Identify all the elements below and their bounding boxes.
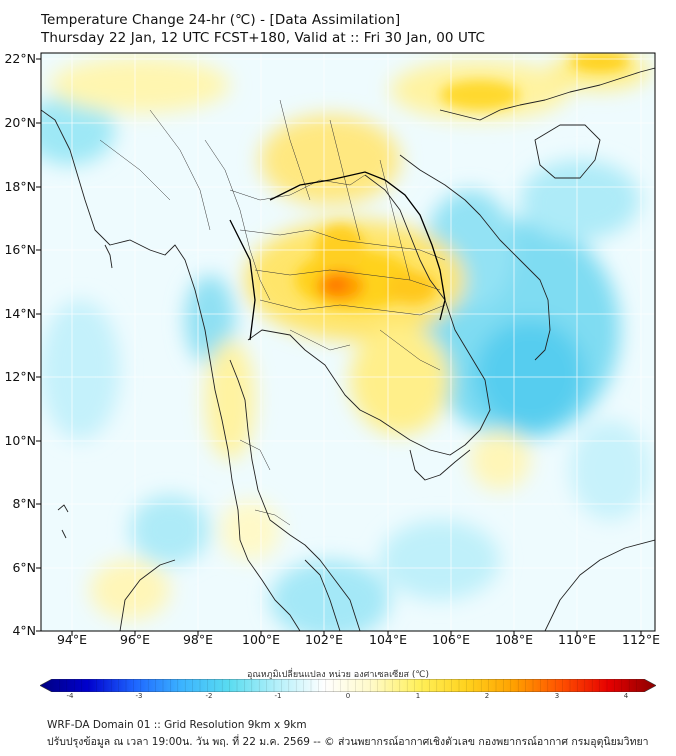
chart-title: Temperature Change 24-hr (℃) - [Data Ass… — [41, 12, 401, 28]
footer-credits: ปรับปรุงข้อมูล ณ เวลา 19:00น. วัน พฤ. ที… — [47, 736, 649, 748]
lon-label-108: 108°E — [494, 632, 534, 647]
chart-subtitle: Thursday 22 Jan, 12 UTC FCST+180, Valid … — [41, 30, 486, 46]
lon-label-100: 100°E — [241, 632, 281, 647]
lat-label-6: 6°N — [12, 560, 36, 575]
lon-label-106: 106°E — [431, 632, 471, 647]
colorbar-tick: 3 — [554, 692, 560, 700]
country-borders — [229, 171, 446, 341]
lon-label-102: 102°E — [304, 632, 344, 647]
colorbar-title: อุณหภูมิเปลี่ยนแปลง หน่วย องศาเซลเซียส (… — [246, 670, 430, 680]
colorbar-tick: -3 — [135, 692, 143, 700]
lon-label-110: 110°E — [557, 632, 597, 647]
colorbar-tick: -2 — [205, 692, 213, 700]
lat-label-4: 4°N — [12, 623, 36, 638]
graticule — [41, 53, 655, 631]
lon-label-94: 94°E — [56, 632, 88, 647]
footer-model-info: WRF-DA Domain 01 :: Grid Resolution 9km … — [47, 719, 307, 731]
lat-label-18: 18°N — [4, 179, 36, 194]
colorbar — [40, 679, 656, 692]
colorbar-bar — [40, 679, 656, 692]
colorbar-tick: -4 — [66, 692, 74, 700]
colorbar-tick: -1 — [274, 692, 282, 700]
lon-label-112: 112°E — [621, 632, 661, 647]
lat-label-8: 8°N — [12, 496, 36, 511]
map-frame — [40, 52, 656, 632]
colorbar-tick: 4 — [623, 692, 629, 700]
colorbar-tick: 1 — [415, 692, 421, 700]
lat-label-12: 12°N — [4, 369, 36, 384]
lon-label-96: 96°E — [119, 632, 151, 647]
colorbar-tick: 0 — [345, 692, 351, 700]
lat-label-22: 22°N — [4, 51, 36, 66]
lat-label-10: 10°N — [4, 433, 36, 448]
lat-label-16: 16°N — [4, 242, 36, 257]
lat-label-14: 14°N — [4, 306, 36, 321]
coastlines — [41, 67, 655, 631]
axis-ticks — [36, 58, 642, 636]
lon-label-104: 104°E — [368, 632, 408, 647]
colorbar-divisions — [59, 679, 637, 692]
lat-label-20: 20°N — [4, 115, 36, 130]
temperature-field — [41, 53, 655, 631]
lon-label-98: 98°E — [182, 632, 214, 647]
colorbar-tick: 2 — [484, 692, 490, 700]
